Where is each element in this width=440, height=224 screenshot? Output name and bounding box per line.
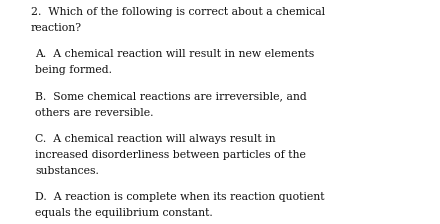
- Text: B.  Some chemical reactions are irreversible, and: B. Some chemical reactions are irreversi…: [35, 91, 307, 101]
- Text: equals the equilibrium constant.: equals the equilibrium constant.: [35, 208, 213, 218]
- Text: being formed.: being formed.: [35, 65, 112, 75]
- Text: substances.: substances.: [35, 166, 99, 176]
- Text: C.  A chemical reaction will always result in: C. A chemical reaction will always resul…: [35, 134, 276, 144]
- Text: A.  A chemical reaction will result in new elements: A. A chemical reaction will result in ne…: [35, 49, 315, 59]
- Text: others are reversible.: others are reversible.: [35, 108, 154, 118]
- Text: 2.  Which of the following is correct about a chemical: 2. Which of the following is correct abo…: [31, 7, 325, 17]
- Text: increased disorderliness between particles of the: increased disorderliness between particl…: [35, 150, 306, 160]
- Text: D.  A reaction is complete when its reaction quotient: D. A reaction is complete when its react…: [35, 192, 325, 202]
- Text: reaction?: reaction?: [31, 23, 82, 33]
